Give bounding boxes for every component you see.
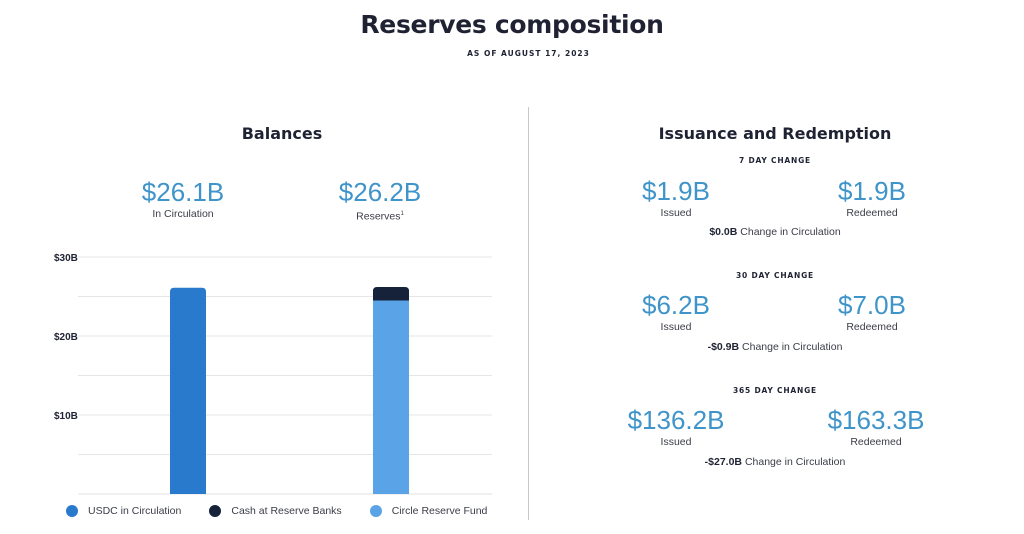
legend-item-cash[interactable]: Cash at Reserve Banks bbox=[209, 505, 342, 517]
change-line-7-day: $0.0B Change in Circulation bbox=[600, 226, 950, 238]
change-line-365-day: -$27.0B Change in Circulation bbox=[600, 456, 950, 468]
issued-label: Issued bbox=[660, 436, 692, 448]
reserves-label-line: Reserves1 bbox=[310, 207, 450, 224]
chart-legend: USDC in Circulation Cash at Reserve Bank… bbox=[66, 505, 515, 517]
change-value: $0.0B bbox=[709, 226, 738, 238]
reserves-stat: $26.2B Reserves1 bbox=[310, 177, 450, 224]
redeemed-label: Redeemed bbox=[846, 321, 898, 333]
page-subtitle: AS OF AUGUST 17, 2023 bbox=[467, 49, 590, 58]
redeemed-label: Redeemed bbox=[850, 436, 902, 448]
bar-usdc-in-circulation bbox=[170, 287, 206, 494]
issued-label: Issued bbox=[660, 321, 692, 333]
reserves-label: Reserves bbox=[356, 210, 401, 223]
issued-stat-365-day: $136.2B Issued bbox=[606, 405, 746, 449]
change-text: Change in Circulation bbox=[744, 456, 846, 468]
bar-cash-at-reserve-banks bbox=[373, 287, 409, 301]
change-line-30-day: -$0.9B Change in Circulation bbox=[600, 341, 950, 353]
section-divider bbox=[528, 107, 529, 520]
issuance-title: Issuance and Redemption bbox=[658, 124, 892, 143]
legend-label-cash: Cash at Reserve Banks bbox=[231, 505, 342, 517]
period-label-30-day: 30 DAY CHANGE bbox=[736, 271, 814, 280]
redeemed-stat-7-day: $1.9B Redeemed bbox=[812, 176, 932, 220]
reserves-value: $26.2B bbox=[338, 177, 422, 207]
redeemed-stat-30-day: $7.0B Redeemed bbox=[812, 290, 932, 334]
legend-dot-cash bbox=[209, 505, 222, 517]
balances-title: Balances bbox=[241, 124, 323, 143]
redeemed-stat-365-day: $163.3B Redeemed bbox=[806, 405, 946, 449]
redeemed-value: $163.3B bbox=[827, 405, 925, 435]
y-tick-label: $30B bbox=[54, 253, 78, 264]
issued-value: $6.2B bbox=[642, 290, 710, 320]
redeemed-value: $7.0B bbox=[838, 290, 906, 320]
change-value: -$27.0B bbox=[704, 456, 743, 468]
redeemed-label: Redeemed bbox=[846, 207, 898, 219]
circulation-label: In Circulation bbox=[152, 208, 214, 220]
legend-label-fund: Circle Reserve Fund bbox=[391, 505, 488, 517]
circulation-stat: $26.1B In Circulation bbox=[113, 177, 253, 221]
legend-item-usdc[interactable]: USDC in Circulation bbox=[66, 505, 181, 517]
issued-value: $1.9B bbox=[642, 176, 710, 206]
issued-value: $136.2B bbox=[627, 405, 725, 435]
issued-label: Issued bbox=[660, 207, 692, 219]
redeemed-value: $1.9B bbox=[838, 176, 906, 206]
legend-dot-fund bbox=[369, 505, 382, 517]
period-label-7-day: 7 DAY CHANGE bbox=[739, 156, 811, 165]
change-text: Change in Circulation bbox=[740, 226, 841, 238]
y-tick-label: $10B bbox=[54, 411, 78, 422]
change-value: -$0.9B bbox=[707, 341, 740, 353]
circulation-value: $26.1B bbox=[141, 177, 225, 207]
page-title: Reserves composition bbox=[360, 10, 664, 39]
issued-stat-7-day: $1.9B Issued bbox=[616, 176, 736, 220]
legend-dot-usdc bbox=[66, 505, 78, 517]
bar-circle-reserve-fund bbox=[373, 300, 409, 494]
y-tick-label: $20B bbox=[54, 332, 78, 343]
legend-item-fund[interactable]: Circle Reserve Fund bbox=[369, 505, 488, 517]
balances-chart: $10B $20B $30B bbox=[54, 253, 492, 495]
issued-stat-30-day: $6.2B Issued bbox=[616, 290, 736, 334]
change-text: Change in Circulation bbox=[742, 341, 843, 353]
period-label-365-day: 365 DAY CHANGE bbox=[733, 386, 817, 395]
legend-label-usdc: USDC in Circulation bbox=[88, 505, 182, 517]
reserves-footnote[interactable]: 1 bbox=[400, 211, 404, 217]
